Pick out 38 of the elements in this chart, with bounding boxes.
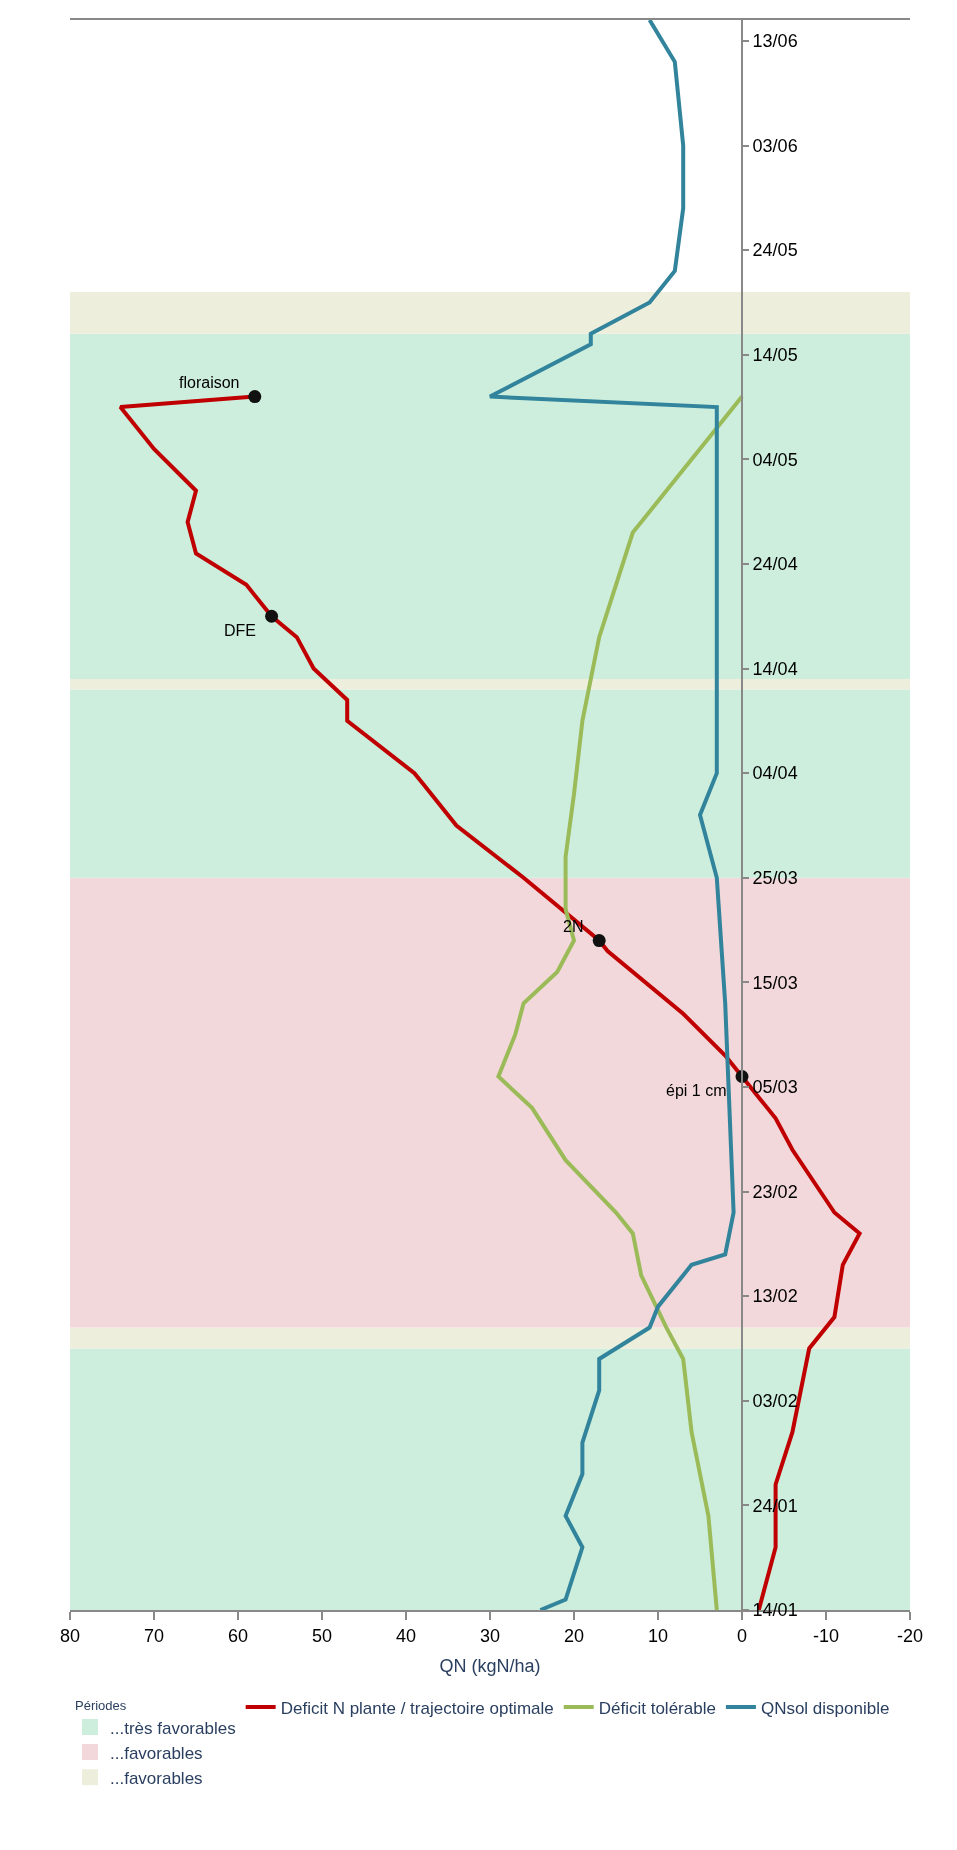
y-tick-label: 24/05 — [752, 240, 798, 261]
y-tick-label: 05/03 — [752, 1077, 798, 1098]
y-tick-label: 04/04 — [752, 763, 798, 784]
y-tick-label: 04/05 — [752, 449, 798, 470]
x-tick-label: 40 — [395, 1625, 417, 1646]
y-tick-label: 13/06 — [752, 31, 798, 52]
x-tick-label: 80 — [59, 1625, 81, 1646]
legend-label: Déficit tolérable — [598, 1698, 716, 1718]
x-tick-label: -20 — [896, 1625, 924, 1646]
y-tick-label: 25/03 — [752, 868, 798, 889]
x-tick-label: 30 — [479, 1625, 501, 1646]
y-tick-label: 14/04 — [752, 658, 798, 679]
legend-label: ...très favorables — [110, 1718, 236, 1738]
legend-label: QNsol disponible — [760, 1698, 890, 1718]
x-tick-label: 70 — [143, 1625, 165, 1646]
legend-label: ...favorables — [110, 1743, 203, 1763]
y-tick-label: 03/06 — [752, 135, 798, 156]
legend-label: Deficit N plante / trajectoire optimale — [280, 1698, 554, 1718]
y-tick-label: 23/02 — [752, 1181, 798, 1202]
x-tick-label: 50 — [311, 1625, 333, 1646]
y-tick-label: 14/05 — [752, 345, 798, 366]
y-tick-label: 14/01 — [752, 1600, 798, 1621]
legend-title: Périodes — [75, 1697, 127, 1713]
y-tick-label: 24/04 — [752, 554, 798, 575]
annotation: floraison — [179, 374, 240, 391]
x-tick-label: 10 — [647, 1625, 669, 1646]
y-tick-label: 15/03 — [752, 972, 798, 993]
x-tick-label: 60 — [227, 1625, 249, 1646]
annotation: 2N — [563, 918, 584, 935]
x-axis-title: QN (kgN/ha) — [439, 1656, 541, 1677]
x-tick-label: -10 — [812, 1625, 840, 1646]
x-tick-label: 20 — [563, 1625, 585, 1646]
annotation: DFE — [224, 622, 256, 639]
y-tick-label: 03/02 — [752, 1391, 798, 1412]
annotation: épi 1 cm — [666, 1082, 727, 1099]
legend-label: ...favorables — [110, 1768, 203, 1788]
y-tick-label: 13/02 — [752, 1286, 798, 1307]
x-tick-label: 0 — [736, 1625, 748, 1646]
